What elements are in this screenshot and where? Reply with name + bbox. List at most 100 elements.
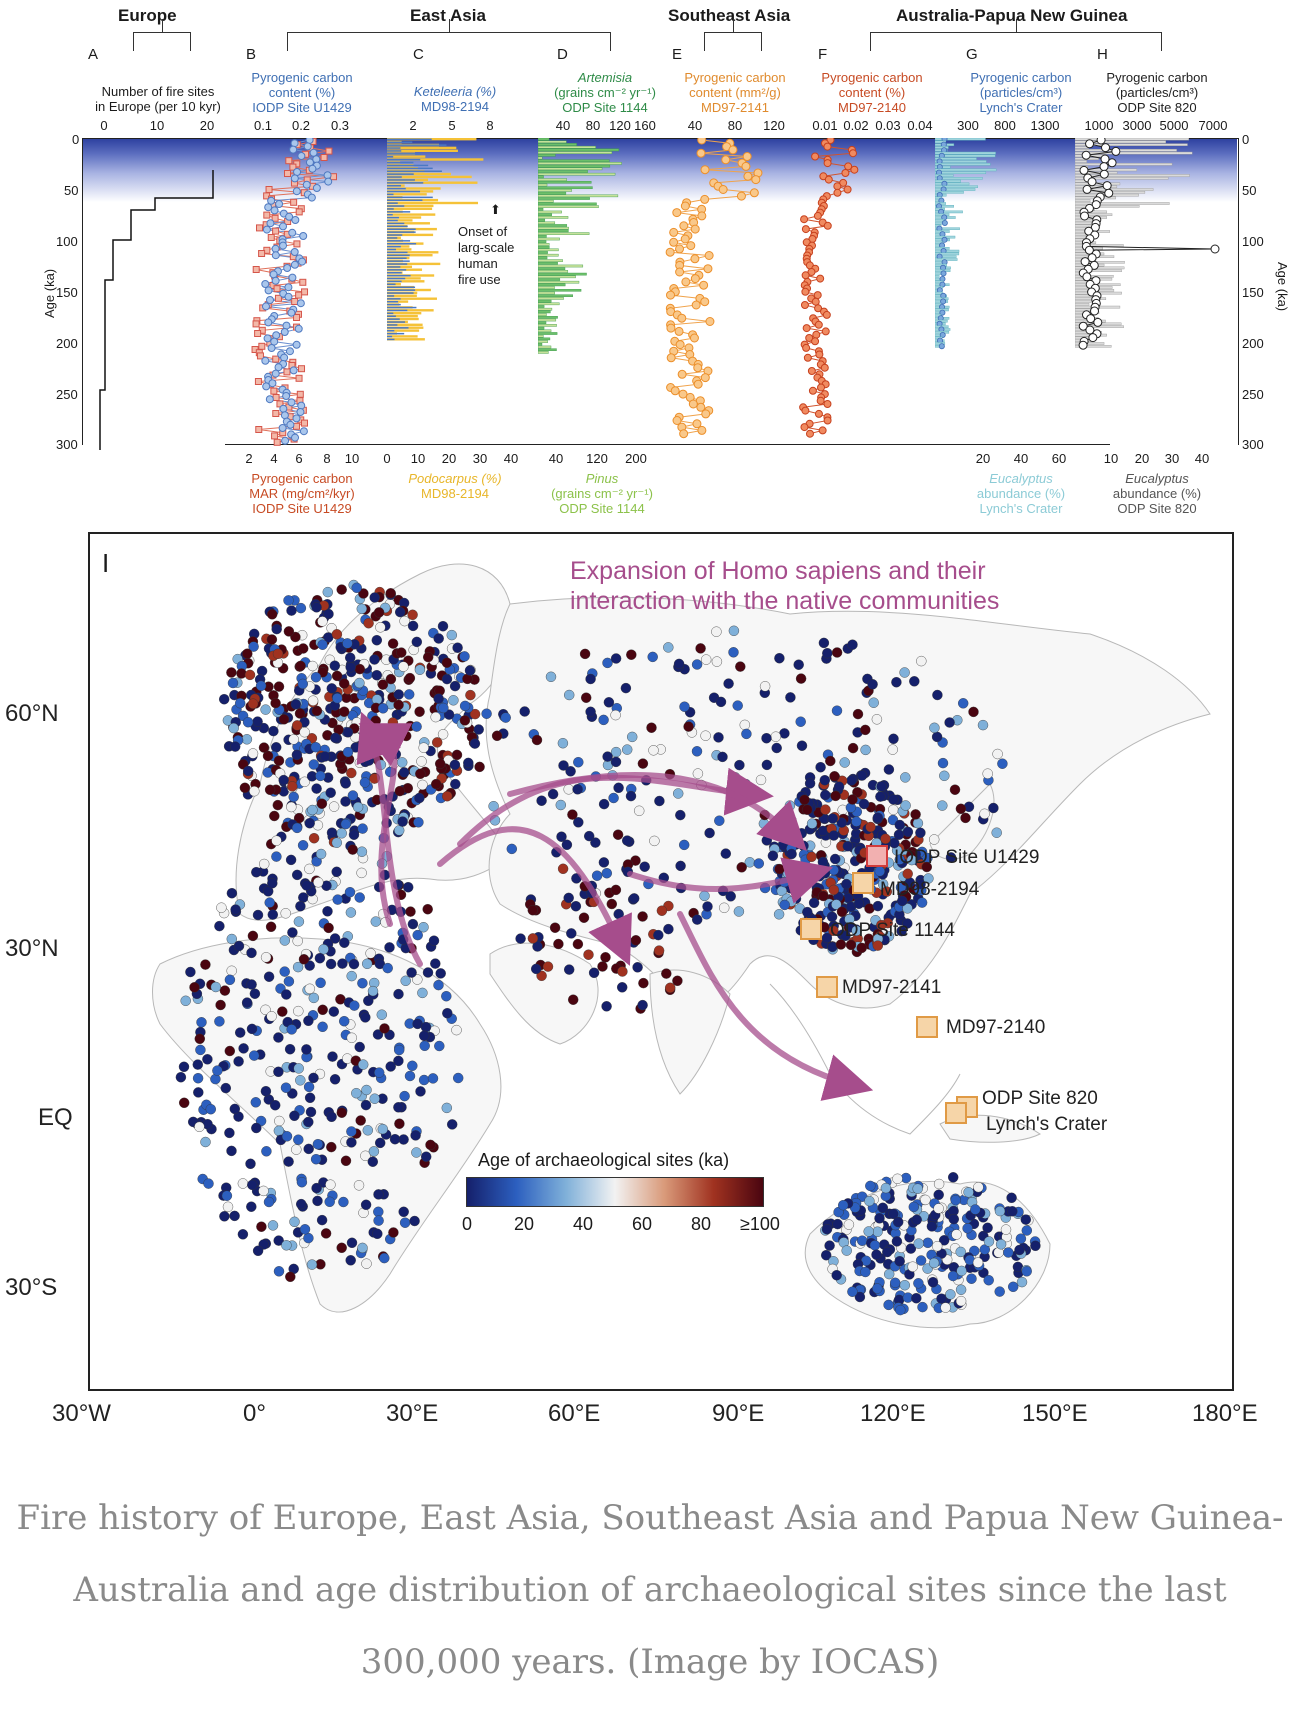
archaeological-site-dot	[266, 634, 278, 645]
archaeological-site-dot	[875, 791, 886, 802]
panel-letter-e: E	[672, 46, 683, 63]
panel-c-title: Keteleeria (%) MD98-2194	[413, 84, 497, 114]
archaeological-site-dot	[371, 669, 382, 681]
archaeological-site-dot	[311, 705, 323, 717]
archaeological-site-dot	[342, 638, 353, 649]
tick-d-2: 120	[609, 118, 631, 133]
archaeological-site-dot	[267, 909, 279, 920]
site-marker-iodp-u1429	[866, 845, 888, 867]
series-d-bar	[538, 326, 545, 330]
archaeological-site-dot	[280, 1082, 292, 1093]
archaeological-site-dot	[951, 1229, 962, 1240]
series-h-bar	[1075, 151, 1193, 155]
btick-b-4: 10	[344, 451, 360, 466]
archaeological-site-dot	[610, 709, 621, 721]
tick-f-2: 0.03	[875, 118, 901, 133]
archaeological-site-dot	[838, 1200, 849, 1211]
series-h-point	[1107, 158, 1117, 168]
series-e-point	[681, 277, 691, 287]
series-c-yellow-bar	[387, 338, 425, 341]
archaeological-site-dot	[299, 1224, 311, 1235]
series-h-bar	[1075, 160, 1087, 163]
series-d-bar	[538, 167, 603, 171]
archaeological-site-dot	[860, 724, 871, 736]
archaeological-site-dot	[781, 808, 793, 819]
series-b-blue-point	[292, 340, 301, 349]
series-e-point	[675, 340, 685, 350]
y-axis-label-right: Age (ka)	[1275, 262, 1290, 312]
series-g-bar	[935, 179, 961, 183]
series-b-blue-point	[267, 196, 276, 205]
archaeological-site-dot	[260, 952, 272, 963]
series-g-bar	[935, 302, 941, 306]
archaeological-site-dot	[375, 622, 386, 633]
archaeological-site-dot	[894, 854, 905, 865]
archaeological-site-dot	[385, 588, 396, 599]
archaeological-site-dot	[570, 901, 582, 912]
archaeological-site-dot	[348, 958, 360, 970]
archaeological-site-dot	[369, 654, 380, 665]
btick-b-2: 6	[295, 451, 303, 466]
series-b-blue-point	[283, 264, 292, 272]
series-c-yellow-bar	[387, 294, 417, 297]
archaeological-site-dot	[793, 659, 804, 670]
series-e-point	[697, 138, 707, 145]
btick-b-3: 8	[323, 451, 331, 466]
expansion-arrow	[507, 771, 807, 851]
archaeological-site-dot	[585, 673, 596, 685]
btick-c-4: 40	[503, 451, 519, 466]
archaeological-site-dot	[435, 968, 446, 979]
series-h-bar	[1075, 266, 1125, 270]
archaeological-site-dot	[740, 778, 751, 790]
series-c-blue-bar	[387, 277, 406, 280]
archaeological-site-dot	[250, 1097, 262, 1108]
archaeological-site-dot	[808, 897, 820, 908]
tick-b-1: 0.2	[291, 118, 311, 133]
archaeological-site-dot	[796, 740, 808, 751]
series-b-red-point	[272, 410, 280, 417]
archaeological-site-dot	[308, 992, 320, 1004]
series-c-yellow-bar	[387, 312, 422, 315]
archaeological-site-dot	[613, 908, 624, 920]
tick-a-1: 10	[149, 118, 165, 133]
archaeological-site-dot	[673, 658, 685, 670]
archaeological-site-dot	[263, 1196, 275, 1208]
series-c-blue-bar	[387, 240, 411, 242]
archaeological-site-dot	[622, 835, 633, 846]
archaeological-site-dot	[196, 1017, 207, 1028]
plot-bottom-axis	[225, 444, 1110, 445]
archaeological-site-dot	[683, 721, 694, 732]
site-marker-odp-1144	[800, 918, 822, 940]
series-c-blue-bar	[387, 274, 411, 277]
archaeological-site-dot	[842, 841, 853, 852]
series-c-yellow-bar	[387, 297, 437, 300]
series-c-blue-bar	[387, 272, 402, 274]
series-e-point	[689, 333, 699, 343]
archaeological-site-dot	[926, 1221, 938, 1232]
btick-h-1: 20	[1134, 451, 1150, 466]
archaeological-site-dot	[663, 642, 674, 653]
lon-label-30w: 30°W	[52, 1400, 111, 1427]
btick-c-3: 30	[472, 451, 488, 466]
archaeological-site-dot	[361, 1084, 372, 1096]
series-b-blue-point	[292, 414, 301, 423]
archaeological-site-dot	[994, 1286, 1005, 1297]
series-b-red-point	[256, 352, 264, 360]
btick-c-0: 0	[383, 451, 391, 466]
panel-letter-f: F	[818, 46, 828, 63]
series-g-bar	[935, 174, 954, 177]
archaeological-site-dot	[437, 620, 449, 632]
series-f-point	[805, 334, 814, 342]
archaeological-site-dot	[284, 1044, 296, 1055]
archaeological-site-dot	[836, 817, 847, 828]
archaeological-site-dot	[692, 768, 704, 779]
series-b-red-point	[295, 374, 303, 382]
series-c-blue-bar	[387, 214, 393, 216]
tick-h-3: 7000	[1198, 118, 1228, 133]
series-c-yellow-bar	[387, 175, 472, 179]
archaeological-site-dot	[393, 1055, 404, 1067]
series-f-point	[808, 386, 817, 395]
archaeological-site-dot	[679, 839, 690, 851]
archaeological-site-dot	[247, 748, 259, 759]
series-c-blue-bar	[387, 301, 399, 303]
